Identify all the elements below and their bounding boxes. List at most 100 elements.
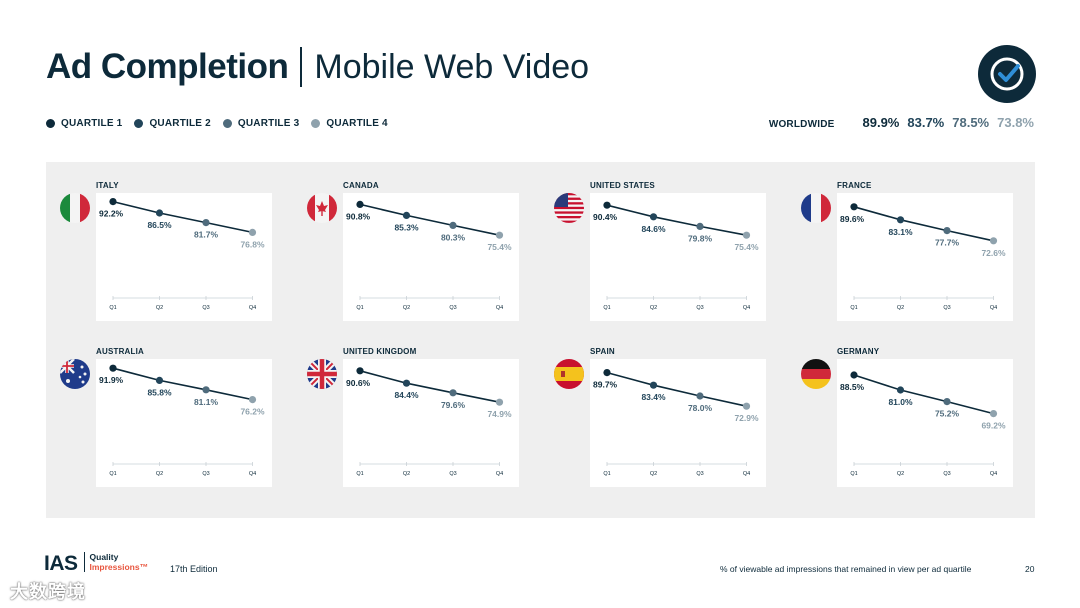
worldwide-label: WORLDWIDE [768,119,835,130]
edition-label: 17th Edition [170,564,218,574]
data-point [896,216,905,224]
legend-item-q1: QUARTILE 1 [46,118,122,129]
worldwide-q2: 83.7% [907,115,945,130]
legend-item-q2: QUARTILE 2 [134,118,211,129]
data-point [356,200,364,208]
line-chart: Q1 Q2 Q3 Q4 89.6% 83.1% 77.7% 72.6% [840,203,1006,311]
data-point [742,402,751,410]
series-line [853,374,994,415]
data-label: 88.5% [840,382,865,392]
worldwide-q3: 78.5% [952,115,990,130]
data-label: 84.6% [641,224,666,234]
data-point [742,231,751,239]
worldwide-q1: 89.9% [862,115,900,130]
x-tick-label: Q2 [650,305,657,311]
x-tick-label: Q4 [743,305,750,311]
usa-flag-icon [554,193,584,223]
title-subtitle: Mobile Web Video [314,47,590,86]
data-label: 81.1% [194,397,219,407]
data-point [603,201,611,209]
data-label: 92.2% [99,209,124,219]
ias-logo: IAS Quality Impressions™ [44,552,148,576]
data-point [109,198,117,206]
line-chart: Q1 Q2 Q3 Q4 89.7% 83.4% 78.0% 72.9% [593,369,759,477]
data-label: 77.7% [935,238,960,248]
data-point [449,221,457,229]
series-line [112,200,253,234]
italy-flag-icon [60,193,90,223]
x-tick-label: Q1 [109,471,116,477]
germany-flag-icon [801,359,831,389]
x-tick-label: Q1 [356,305,363,311]
data-label: 81.0% [888,397,913,407]
data-label: 81.7% [194,230,219,240]
legend-label: QUARTILE 4 [326,118,388,129]
canada-flag-icon [307,193,337,223]
data-point [649,213,658,221]
series-line [359,370,500,403]
country-chart-card: Q1 Q2 Q3 Q4 88.5% 81.0% 75.2% 69.2% [837,359,1013,487]
data-point [495,231,504,239]
country-label: GERMANY [837,347,880,356]
page-title: Ad Completion Mobile Web Video [46,44,589,90]
series-line [606,371,747,407]
x-tick-label: Q2 [650,471,657,477]
brand-line-2: Impressions™ [89,562,149,572]
country-label: ITALY [96,181,119,190]
data-point [850,203,858,211]
uk-flag-icon [307,359,337,389]
legend-item-q3: QUARTILE 3 [222,118,300,129]
country-chart-card: Q1 Q2 Q3 Q4 90.8% 85.3% 80.3% 75.4% [343,193,519,321]
data-point [356,367,364,375]
country-label: AUSTRALIA [96,347,145,356]
x-tick-label: Q1 [850,471,857,477]
data-label: 91.9% [99,375,124,385]
legend-dot [222,119,232,128]
data-label: 75.2% [935,409,960,419]
brand-line-1: Quality [89,552,119,562]
title-main: Ad Completion [46,47,289,86]
series-line [606,204,747,236]
country-chart-card: Q1 Q2 Q3 Q4 89.6% 83.1% 77.7% 72.6% [837,193,1013,321]
legend-label: QUARTILE 2 [149,118,211,129]
x-tick-label: Q2 [403,305,410,311]
spain-flag-icon [554,359,584,389]
data-label: 69.2% [981,421,1006,431]
country-chart-card: Q1 Q2 Q3 Q4 92.2% 86.5% 81.7% 76.8% [96,193,272,321]
x-tick-label: Q4 [496,305,503,311]
line-chart: Q1 Q2 Q3 Q4 90.4% 84.6% 79.8% 75.4% [593,201,759,311]
data-point [495,398,504,406]
legend: QUARTILE 1 QUARTILE 2 QUARTILE 3 QUARTIL… [46,118,400,129]
worldwide-q4: 73.8% [997,115,1034,130]
charts-panel: ITALY Q1 Q2 Q3 Q4 92.2% 86.5% 81.7% 76.8% CANADA Q… [46,162,1035,518]
x-tick-label: Q4 [743,471,750,477]
country-label: FRANCE [837,181,872,190]
legend-dot [311,119,321,128]
legend-dot [46,119,55,128]
line-chart: Q1 Q2 Q3 Q4 88.5% 81.0% 75.2% 69.2% [840,371,1006,477]
x-tick-label: Q4 [990,305,997,311]
x-tick-label: Q3 [696,471,703,477]
line-chart: Q1 Q2 Q3 Q4 91.9% 85.8% 81.1% 76.2% [99,364,265,477]
page-number: 20 [1025,564,1035,574]
x-tick-label: Q2 [897,305,904,311]
data-label: 90.6% [346,378,371,388]
data-label: 76.8% [240,239,265,249]
legend-label: QUARTILE 3 [237,118,300,129]
data-point [696,222,704,230]
data-label: 85.8% [147,387,172,397]
country-label: UNITED STATES [590,181,655,190]
x-tick-label: Q2 [897,471,904,477]
data-point [989,237,998,245]
country-label: CANADA [343,181,379,190]
x-tick-label: Q3 [202,471,209,477]
france-flag-icon [801,193,831,223]
data-label: 72.9% [734,413,759,423]
data-label: 76.2% [240,407,265,417]
data-point [202,386,210,394]
x-tick-label: Q3 [202,305,209,311]
legend-item-q4: QUARTILE 4 [311,118,388,129]
series-line [112,367,253,401]
line-chart: Q1 Q2 Q3 Q4 90.6% 84.4% 79.6% 74.9% [346,367,512,477]
worldwide-summary: WORLDWIDE 89.9% 83.7% 78.5% 73.8% [769,115,1034,130]
